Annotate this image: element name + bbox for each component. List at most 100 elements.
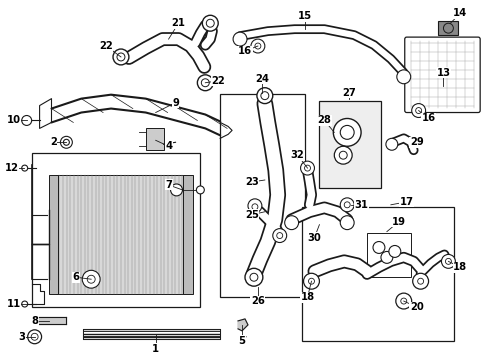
Bar — [366, 233, 410, 277]
Circle shape — [443, 23, 452, 33]
Circle shape — [276, 233, 282, 239]
Text: 20: 20 — [409, 302, 423, 312]
Circle shape — [117, 53, 124, 61]
Text: 17: 17 — [399, 197, 413, 207]
Circle shape — [202, 15, 218, 31]
Circle shape — [400, 298, 406, 304]
Circle shape — [372, 242, 384, 253]
Circle shape — [417, 278, 423, 284]
Bar — [220, 94, 304, 297]
Circle shape — [87, 275, 95, 283]
Text: 9: 9 — [172, 98, 179, 108]
Circle shape — [385, 138, 397, 150]
Text: 30: 30 — [307, 233, 321, 243]
Text: 31: 31 — [353, 200, 367, 210]
Bar — [301, 207, 453, 341]
Circle shape — [388, 246, 400, 257]
Circle shape — [244, 268, 263, 286]
Text: 32: 32 — [290, 150, 304, 160]
Circle shape — [260, 92, 268, 100]
Circle shape — [201, 79, 209, 87]
Text: 25: 25 — [244, 210, 258, 220]
Text: 22: 22 — [99, 41, 113, 51]
Circle shape — [196, 186, 204, 194]
Circle shape — [256, 88, 272, 104]
Circle shape — [340, 125, 353, 139]
Text: 22: 22 — [211, 76, 224, 86]
Text: 24: 24 — [254, 74, 268, 84]
Circle shape — [197, 75, 213, 91]
Text: 28: 28 — [317, 116, 331, 126]
Text: 7: 7 — [165, 180, 172, 190]
Bar — [438, 21, 457, 35]
Bar — [319, 100, 380, 188]
Text: 10: 10 — [7, 116, 21, 126]
Circle shape — [21, 301, 28, 307]
Text: 18: 18 — [452, 262, 467, 272]
Circle shape — [445, 258, 450, 264]
Bar — [48, 175, 59, 294]
Circle shape — [340, 198, 353, 212]
Circle shape — [61, 136, 72, 148]
Circle shape — [170, 184, 182, 196]
Circle shape — [380, 251, 392, 264]
Text: 11: 11 — [7, 299, 21, 309]
Text: 15: 15 — [297, 11, 311, 21]
Circle shape — [21, 116, 32, 125]
Circle shape — [21, 165, 28, 171]
Circle shape — [333, 118, 360, 146]
Text: 8: 8 — [31, 316, 38, 326]
Circle shape — [340, 216, 353, 230]
Text: 19: 19 — [391, 217, 405, 227]
Circle shape — [284, 216, 298, 230]
Text: 29: 29 — [409, 137, 423, 147]
Circle shape — [233, 32, 246, 46]
Text: 12: 12 — [5, 163, 19, 173]
Text: 27: 27 — [342, 88, 355, 98]
Text: 18: 18 — [300, 292, 314, 302]
Circle shape — [272, 229, 286, 243]
FancyBboxPatch shape — [404, 37, 479, 113]
Circle shape — [411, 104, 425, 117]
Circle shape — [113, 49, 129, 65]
Text: 4: 4 — [164, 141, 172, 151]
Text: 26: 26 — [250, 296, 264, 306]
Text: 13: 13 — [436, 68, 449, 78]
Circle shape — [344, 202, 349, 208]
Circle shape — [441, 255, 454, 268]
Circle shape — [250, 39, 264, 53]
Circle shape — [31, 333, 38, 340]
Circle shape — [300, 161, 314, 175]
Circle shape — [395, 293, 411, 309]
Circle shape — [396, 70, 410, 84]
Circle shape — [304, 165, 310, 171]
Text: 6: 6 — [73, 272, 80, 282]
Circle shape — [249, 273, 257, 281]
Circle shape — [412, 273, 427, 289]
Text: 16: 16 — [421, 113, 435, 123]
Text: 23: 23 — [244, 177, 258, 187]
Polygon shape — [238, 319, 247, 331]
Text: 5: 5 — [238, 336, 245, 346]
Circle shape — [334, 146, 351, 164]
Circle shape — [415, 108, 421, 113]
Circle shape — [206, 19, 214, 27]
Circle shape — [28, 330, 41, 344]
Circle shape — [247, 199, 262, 213]
Text: 2: 2 — [50, 137, 57, 147]
Text: 1: 1 — [152, 344, 159, 354]
Circle shape — [339, 151, 346, 159]
Circle shape — [63, 139, 69, 145]
Text: 16: 16 — [238, 46, 251, 56]
Bar — [32, 153, 200, 307]
Circle shape — [82, 270, 100, 288]
Bar — [56, 175, 185, 294]
Text: 21: 21 — [171, 18, 185, 28]
Bar — [183, 175, 193, 294]
Circle shape — [251, 204, 257, 210]
Text: 3: 3 — [18, 332, 25, 342]
Circle shape — [303, 273, 319, 289]
Circle shape — [254, 43, 260, 49]
Bar — [145, 129, 163, 150]
Circle shape — [308, 278, 314, 284]
